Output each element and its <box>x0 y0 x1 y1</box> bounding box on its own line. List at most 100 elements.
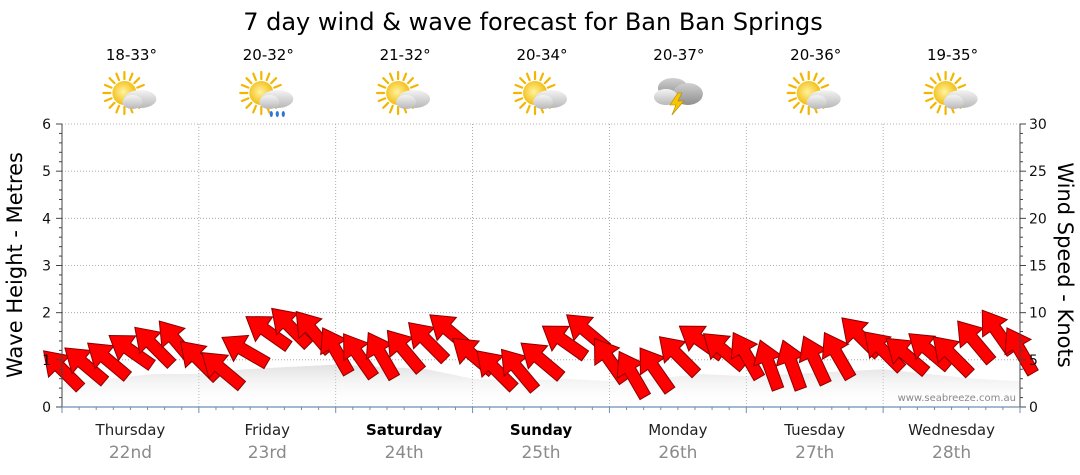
wind-arrow <box>885 337 931 378</box>
y-tick-label: 4 <box>42 211 51 227</box>
sun-ray <box>245 77 253 85</box>
sun-ray <box>957 83 967 89</box>
sun-ray <box>792 101 800 109</box>
sun-ray <box>389 104 394 114</box>
y-tick-label: 1 <box>42 353 51 369</box>
day-date-label: 22nd <box>109 443 152 463</box>
y2-tick-label: 5 <box>1029 353 1038 369</box>
wind-arrow <box>221 334 271 370</box>
day-date-label: 24th <box>385 443 424 463</box>
wind-arrow <box>500 348 541 394</box>
day-date-label: 23rd <box>248 443 287 463</box>
wind-arrow <box>821 331 857 382</box>
temperature-label: 20-32° <box>243 46 294 64</box>
day-date-label: 26th <box>658 443 697 463</box>
partly-cloudy-sun-icon <box>376 70 431 116</box>
cloud-shape <box>943 95 964 109</box>
sun-ray <box>519 101 527 109</box>
sun-ray <box>377 83 387 89</box>
wind-arrow <box>64 347 110 387</box>
wind-arrow <box>932 336 975 379</box>
wind-arrow <box>775 339 808 392</box>
cloud-shape <box>122 95 143 109</box>
sun-ray <box>539 72 545 82</box>
sun-ray <box>136 83 145 89</box>
y2-axis-ticks: 0 5 10 15 20 25 30 <box>1029 117 1047 416</box>
wind-arrow <box>864 331 907 374</box>
day-date-label: 28th <box>932 443 971 463</box>
y-tick-label: 5 <box>42 164 51 180</box>
cloud-shape <box>533 95 553 109</box>
y-tick-label: 0 <box>42 400 51 416</box>
wind-arrow <box>658 336 702 379</box>
temperature-label: 20-37° <box>653 46 704 64</box>
day-name-label: Wednesday <box>908 421 995 439</box>
sun-ray <box>792 77 800 85</box>
sun-ray <box>936 104 942 114</box>
y2-tick-label: 15 <box>1029 259 1047 275</box>
temperature-label: 19-35° <box>927 46 978 64</box>
day-labels: Thursday 22nd Friday 23rd Saturday 24th Sunday… <box>95 421 996 463</box>
temperature-label: 20-36° <box>790 46 841 64</box>
wave-series <box>62 364 1020 407</box>
sun-ray <box>409 83 419 89</box>
sun-ray <box>240 97 250 103</box>
sun-ray <box>115 72 121 82</box>
sun-ray <box>273 83 282 89</box>
cloud-shape <box>653 89 678 105</box>
sun-ray <box>103 97 113 103</box>
y-tick-label: 3 <box>42 259 51 275</box>
sun-ray <box>382 101 390 109</box>
wind-series <box>42 307 1039 401</box>
temperature-label: 20-34° <box>516 46 567 64</box>
y2-axis-label: Wind Speed - Knots <box>1053 162 1077 367</box>
wind-arrow <box>343 333 380 381</box>
partly-cloudy-sun-icon <box>923 70 978 116</box>
raindrop <box>275 111 279 117</box>
sun-ray <box>108 101 116 109</box>
sun-ray <box>240 83 250 89</box>
sun-ray <box>108 77 116 85</box>
raindrop <box>269 111 273 117</box>
sun-ray <box>252 72 257 82</box>
sun-ray <box>925 97 934 103</box>
sun-ray <box>377 97 387 103</box>
sun-ray <box>543 77 551 85</box>
wind-arrow <box>730 331 766 382</box>
temperature-label: 21-32° <box>380 46 431 64</box>
wind-arrow <box>245 316 293 353</box>
cloud-shape <box>396 95 417 109</box>
temperature-label: 18-33° <box>106 46 157 64</box>
partly-cloudy-sun-icon <box>102 70 157 116</box>
y2-tick-label: 0 <box>1029 400 1038 416</box>
watermark: www.seabreeze.com.au <box>898 393 1016 404</box>
sun-ray <box>382 77 390 85</box>
sun-ray <box>817 77 825 85</box>
lightning-bolt <box>669 92 685 116</box>
temperature-row: 18-33° 20-32° 21-32° 20-34° 20-37° 20-36° 19-3… <box>106 46 978 64</box>
y-axis-ticks: 0 1 2 3 4 5 6 <box>42 117 51 416</box>
sun-ray <box>788 83 797 89</box>
sun-ray <box>103 83 113 89</box>
partly-cloudy-sun-icon <box>512 70 567 116</box>
y-tick-label: 6 <box>42 117 51 133</box>
sun-ray <box>929 77 937 85</box>
raindrop <box>281 111 285 117</box>
sun-ray <box>929 101 937 109</box>
sun-ray <box>925 83 934 89</box>
wind-arrow <box>541 325 590 362</box>
day-name-label: Sunday <box>510 421 573 439</box>
sun-ray <box>936 72 942 82</box>
sun-ray <box>115 104 121 114</box>
wind-arrow <box>957 320 997 366</box>
y2-tick-label: 25 <box>1029 164 1047 180</box>
day-name-label: Monday <box>648 421 707 439</box>
sun-rays <box>102 70 147 116</box>
sun-ray <box>514 97 524 103</box>
sun-ray <box>133 77 141 85</box>
cloud-shape <box>259 95 280 109</box>
axes <box>56 123 1026 413</box>
sun-ray <box>799 104 805 114</box>
sun-ray <box>519 77 527 85</box>
sun-ray <box>402 72 408 82</box>
